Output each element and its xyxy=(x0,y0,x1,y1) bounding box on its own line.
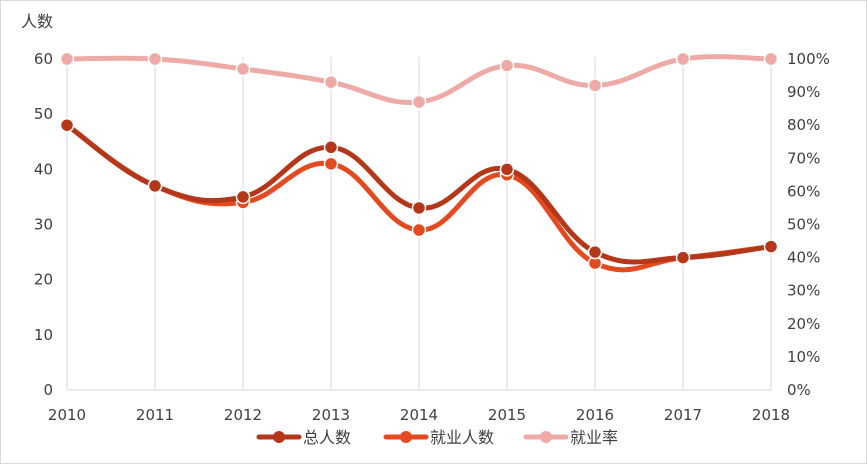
x-tick-2015: 2015 xyxy=(488,406,526,424)
point-就业率-2016 xyxy=(587,78,603,93)
y-right-tick-10pct: 10% xyxy=(787,348,820,366)
point-总人数-2018 xyxy=(763,239,779,254)
point-就业率-2012 xyxy=(235,61,251,77)
point-就业率-2014 xyxy=(411,94,427,110)
y-right-tick-60pct: 60% xyxy=(787,182,820,200)
legend-item-总人数: 总人数 xyxy=(256,428,351,447)
legend-marker-就业率 xyxy=(540,431,552,443)
x-tick-2013: 2013 xyxy=(312,406,350,424)
y-right-tick-40pct: 40% xyxy=(787,249,820,267)
y-right-tick-100pct: 100% xyxy=(787,50,830,68)
axes: 人数 0 10 20 30 40 50 60 0% 10% 20% 30% 40% 50% 60% 70% 80… xyxy=(21,12,830,424)
point-总人数-2017 xyxy=(675,250,691,265)
x-tick-2010: 2010 xyxy=(48,406,86,424)
y-left-tick-50: 50 xyxy=(34,105,53,123)
legend-label-就业率: 就业率 xyxy=(570,428,618,447)
y-left-tick-10: 10 xyxy=(34,326,53,344)
y-right-tick-20pct: 20% xyxy=(787,315,820,333)
y-left-tick-0: 0 xyxy=(43,381,53,399)
point-总人数-2016 xyxy=(587,244,603,260)
series-lines xyxy=(59,51,779,273)
y-left-tick-30: 30 xyxy=(34,216,53,234)
legend-label-总人数: 总人数 xyxy=(303,428,351,447)
y-left-axis-title: 人数 xyxy=(21,12,53,31)
legend-marker-就业人数 xyxy=(400,431,412,443)
series-总人数 xyxy=(59,117,779,265)
point-就业率-2010 xyxy=(59,51,75,67)
point-就业率-2011 xyxy=(147,51,163,67)
series-就业率 xyxy=(59,51,779,110)
x-tick-2014: 2014 xyxy=(400,406,438,424)
x-tick-2016: 2016 xyxy=(576,406,614,424)
point-就业率-2018 xyxy=(763,51,779,67)
y-left-tick-40: 40 xyxy=(34,160,53,178)
legend-item-就业人数: 就业人数 xyxy=(383,428,494,447)
point-总人数-2013 xyxy=(323,140,339,155)
y-right-tick-70pct: 70% xyxy=(787,149,820,167)
y-right-tick-30pct: 30% xyxy=(787,282,820,300)
point-总人数-2011 xyxy=(147,178,163,194)
y-right-tick-0pct: 0% xyxy=(787,381,811,399)
point-总人数-2012 xyxy=(235,189,251,205)
x-tick-2012: 2012 xyxy=(224,406,262,424)
y-right-tick-90pct: 90% xyxy=(787,83,820,101)
point-总人数-2010 xyxy=(59,117,75,133)
y-left-tick-20: 20 xyxy=(34,271,53,289)
point-就业率-2017 xyxy=(675,51,691,67)
point-就业人数-2014 xyxy=(411,222,427,238)
x-tick-2011: 2011 xyxy=(136,406,174,424)
point-就业率-2015 xyxy=(499,58,515,73)
y-right-tick-80pct: 80% xyxy=(787,116,820,134)
legend: 总人数 就业人数 就业率 xyxy=(256,428,618,447)
legend-item-就业率: 就业率 xyxy=(523,428,618,447)
point-总人数-2015 xyxy=(499,162,515,177)
legend-marker-总人数 xyxy=(273,431,285,443)
point-就业率-2013 xyxy=(323,74,339,90)
point-总人数-2014 xyxy=(411,200,427,216)
point-就业人数-2013 xyxy=(323,156,339,172)
x-tick-2017: 2017 xyxy=(664,406,702,424)
y-right-tick-50pct: 50% xyxy=(787,216,820,234)
legend-label-就业人数: 就业人数 xyxy=(430,428,494,447)
y-left-tick-60: 60 xyxy=(34,50,53,68)
x-tick-2018: 2018 xyxy=(752,406,790,424)
